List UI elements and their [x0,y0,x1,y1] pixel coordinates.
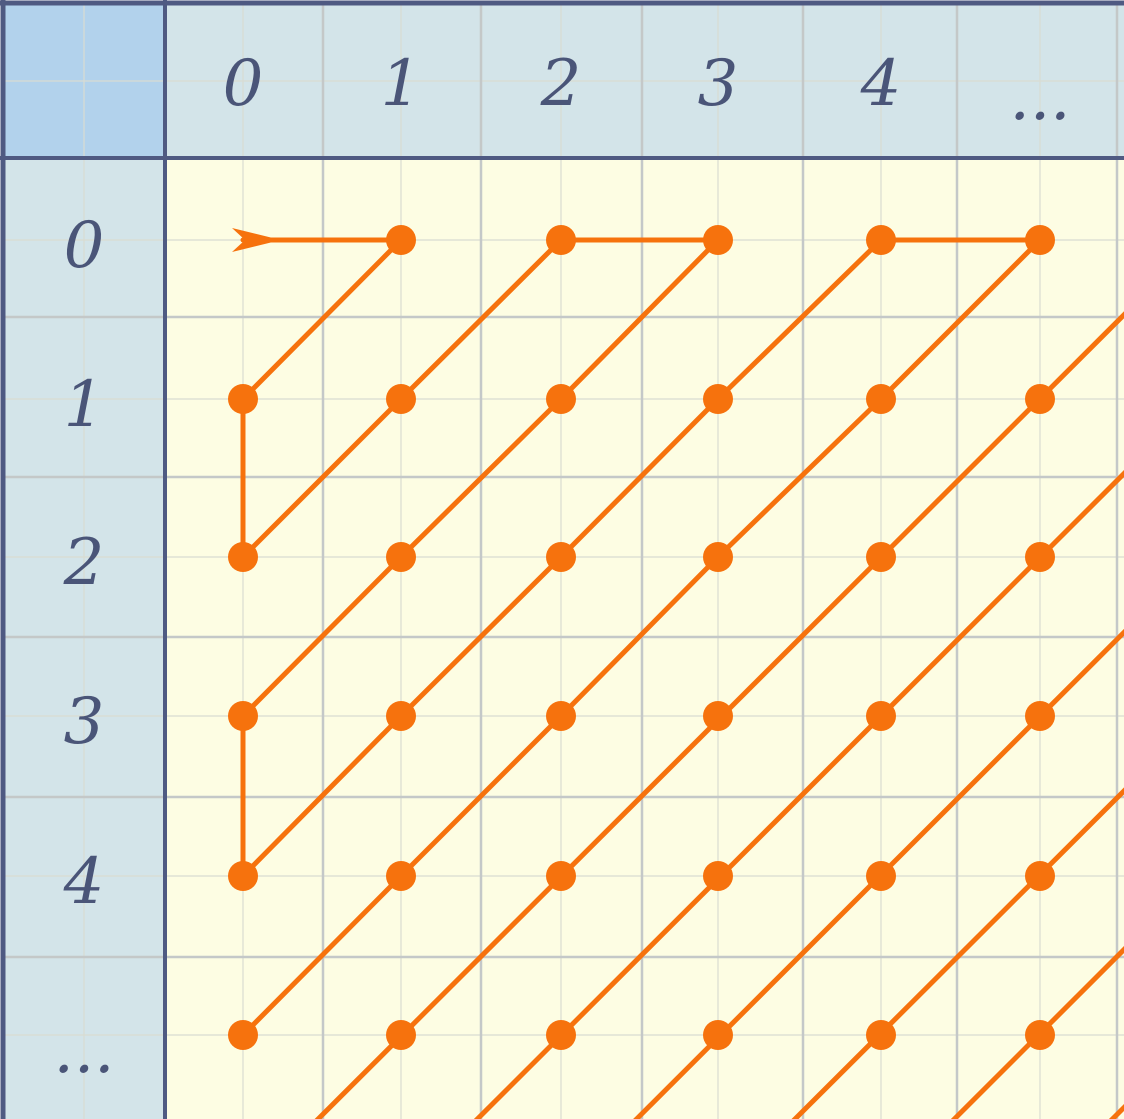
node-0-2 [228,542,258,572]
node-4-4 [866,861,896,891]
row-header-3: 3 [64,685,105,759]
node-1-0 [386,225,416,255]
node-1-5 [386,1020,416,1050]
node-2-1 [546,384,576,414]
node-4-3 [866,701,896,731]
node-3-1 [703,384,733,414]
column-header-2: 2 [540,47,582,121]
node-4-1 [866,384,896,414]
node-3-0 [703,225,733,255]
node-5-5 [1025,1020,1055,1050]
node-2-4 [546,861,576,891]
row-header-0: 0 [64,209,105,283]
node-3-3 [703,701,733,731]
node-0-3 [228,701,258,731]
column-header-ellipsis: ... [1009,61,1070,135]
node-0-1 [228,384,258,414]
node-0-5 [228,1020,258,1050]
node-2-3 [546,701,576,731]
node-2-2 [546,542,576,572]
node-5-2 [1025,542,1055,572]
node-2-0 [546,225,576,255]
row-header-4: 4 [63,845,105,919]
node-3-4 [703,861,733,891]
column-header-0: 0 [223,47,264,121]
node-4-5 [866,1020,896,1050]
node-1-4 [386,861,416,891]
node-1-3 [386,701,416,731]
node-2-5 [546,1020,576,1050]
node-4-2 [866,542,896,572]
row-header-2: 2 [63,526,105,600]
node-3-5 [703,1020,733,1050]
node-1-2 [386,542,416,572]
node-1-1 [386,384,416,414]
row-header-ellipsis: ... [53,1014,114,1088]
node-5-4 [1025,861,1055,891]
node-3-2 [703,542,733,572]
column-header-3: 3 [698,47,739,121]
node-0-4 [228,861,258,891]
node-5-0 [1025,225,1055,255]
column-header-1: 1 [381,47,422,121]
column-header-4: 4 [860,47,902,121]
node-5-3 [1025,701,1055,731]
node-4-0 [866,225,896,255]
node-5-1 [1025,384,1055,414]
row-header-1: 1 [64,368,105,442]
